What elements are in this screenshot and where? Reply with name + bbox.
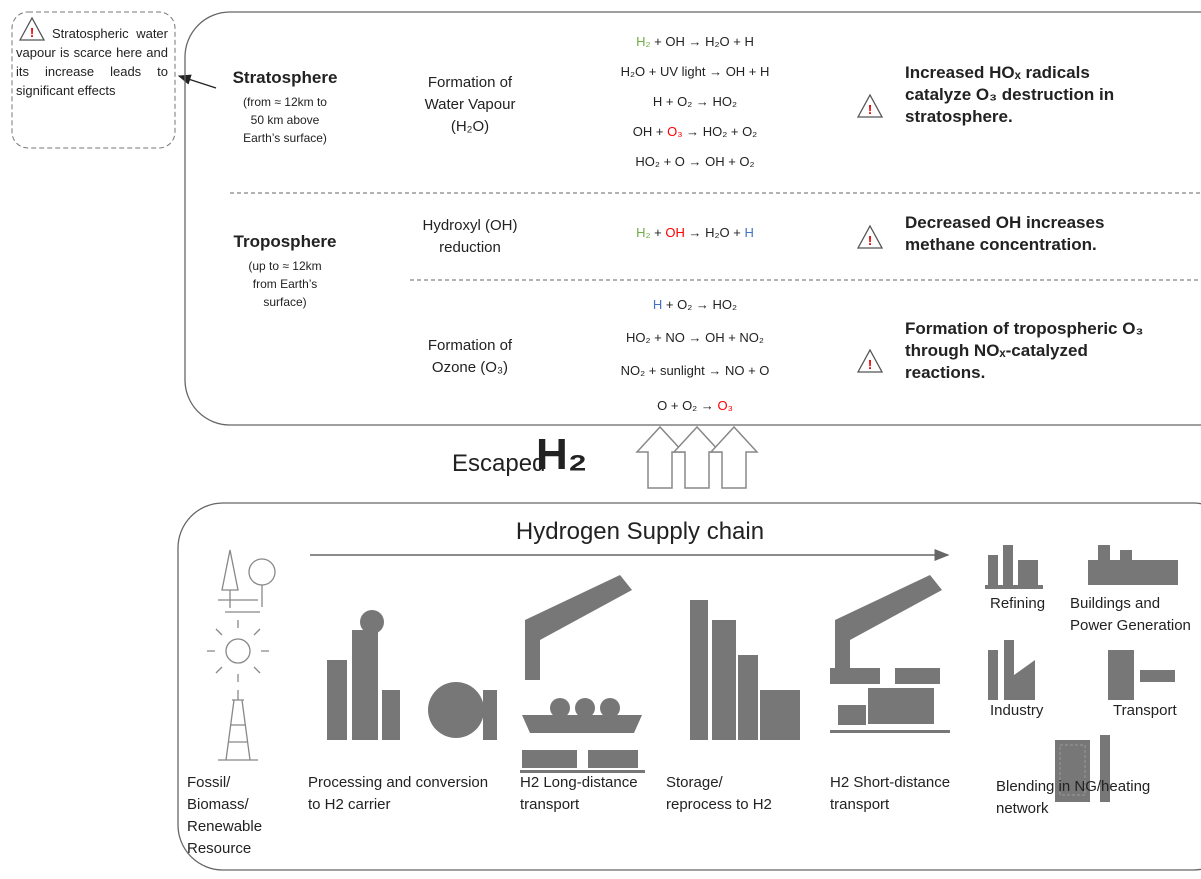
warning-icon [857,225,883,249]
stage-label: H2 Short-distance transport [830,774,951,813]
warning-icon [857,94,883,118]
reaction-part: H₂ [636,34,651,49]
reaction-part: H [744,225,754,240]
end-use-label: Blending in NG/heating network [996,778,1151,817]
reaction-part: H + O₂ → HO₂ [652,94,738,109]
reaction: O + O₂ → O₃ [560,398,830,413]
escaped-symbol: H₂ [536,430,588,479]
note-box [11,11,176,149]
reaction-part: H₂O + UV light → OH + H [620,64,770,79]
reaction: H₂O + UV light → OH + H [560,64,830,79]
reaction: H + O₂ → HO₂ [560,297,830,312]
reaction-part: → H₂O + [684,225,745,240]
process-label: Formation of Ozone (O₃) [427,337,513,376]
stage-label: Storage/ reprocess to H2 [666,774,772,813]
end-use-label: Industry [990,702,1044,719]
end-use-label: Buildings and Power Generation [1070,595,1191,634]
atmosphere-box [184,11,1201,426]
reaction-part: O + O₂ → [657,398,718,413]
reaction-part: + [650,225,666,240]
escaped-label: Escaped [452,450,546,477]
reaction: NO₂ + sunlight → NO + O [560,363,830,378]
reaction-part: NO₂ + sunlight → NO + O [620,363,770,378]
stage-label: Fossil/ Biomass/ Renewable Resource [187,774,263,857]
icons [207,545,1178,802]
process-label: Formation of Water Vapour (H₂O) [424,74,516,135]
stage-label: Processing and conversion to H2 carrier [308,774,489,813]
end-use-label: Refining [990,595,1046,612]
reaction-part: OH + [632,124,668,139]
note: Stratospheric water vapour is scarce her… [16,26,168,98]
pipe-frame [1059,744,1086,796]
process-label: Hydroxyl (OH) reduction [422,217,518,256]
layer-description: (up to ≈ 12km from Earth’s surface) [248,259,322,309]
reaction-part: H [652,297,663,312]
effect: Increased HOₓ radicals catalyze O₃ destr… [905,63,1115,126]
reaction: HO₂ + O → OH + O₂ [560,154,830,169]
layer-name: Stratosphere [232,68,338,87]
reaction-part: HO₂ + O → OH + O₂ [635,154,755,169]
reaction-part: H₂ [636,225,651,240]
effect: Decreased OH increases methane concentra… [905,213,1105,254]
effect: Formation of tropospheric O₃ through NOₓ… [905,319,1144,382]
reaction-part: + O₂ → HO₂ [662,297,738,312]
reaction-part: → HO₂ + O₂ [682,124,758,139]
reaction-part: HO₂ + NO → OH + NO₂ [626,330,764,345]
reaction-part: O₃ [667,124,683,139]
reaction: H + O₂ → HO₂ [560,94,830,109]
layer-name: Troposphere [233,232,337,251]
stage-label: H2 Long-distance transport [520,774,638,813]
reaction: OH + O₃ → HO₂ + O₂ [560,124,830,139]
reaction: H₂ + OH → H₂O + H [560,34,830,49]
reaction: HO₂ + NO → OH + NO₂ [560,330,830,345]
supply-box [177,502,1201,871]
reaction-part: + OH → H₂O + H [650,34,754,49]
reaction: H₂ + OH → H₂O + H [560,225,830,240]
end-use-label: Transport [1113,702,1177,719]
supply-title: Hydrogen Supply chain [515,518,765,545]
layer-description: (from ≈ 12km to 50 km above Earth’s surf… [243,95,327,145]
up-arrows [635,425,759,489]
warning-icon [857,349,883,373]
reaction-part: OH [665,225,685,240]
reaction-part: O₃ [717,398,733,413]
